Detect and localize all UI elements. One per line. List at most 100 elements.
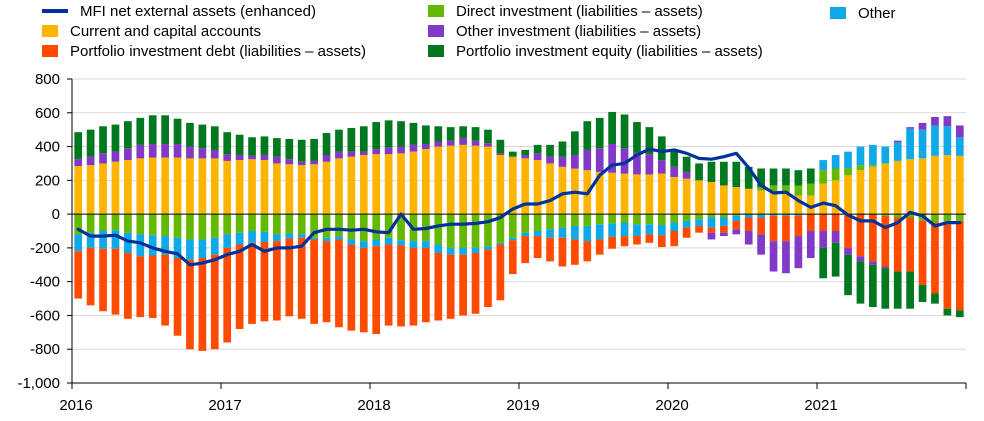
bar-segment: [434, 214, 443, 245]
bar-segment: [148, 214, 157, 236]
bar-segment: [297, 214, 306, 235]
bar-segment: [695, 163, 703, 181]
bar-segment: [732, 215, 741, 221]
bar-segment: [484, 129, 492, 144]
bar-segment: [782, 185, 790, 194]
legend-item-portfolio-investment-equity: Portfolio investment equity (liabilities…: [428, 42, 763, 60]
bar-segment: [285, 233, 294, 239]
bar-segment: [273, 214, 281, 235]
bar-segment: [645, 234, 654, 243]
legend-label: MFI net external assets (enhanced): [80, 2, 316, 20]
bar-segment: [533, 153, 542, 161]
bar-segment: [819, 183, 828, 215]
legend-color-swatch: [428, 45, 444, 57]
bar-segment: [459, 138, 467, 145]
x-tick-label: 2019: [506, 397, 539, 414]
bar-segment: [285, 214, 294, 234]
bar-segment: [819, 160, 828, 171]
bar-segment: [86, 232, 95, 248]
bar-segment: [831, 242, 840, 277]
bar-segment: [782, 168, 790, 186]
bar-segment: [583, 225, 592, 242]
bar-segment: [322, 133, 331, 155]
bar-segment: [844, 168, 852, 176]
bar-segment: [633, 174, 641, 215]
bar-segment: [707, 161, 716, 183]
bar-segment: [546, 163, 554, 215]
bar-segment: [471, 127, 480, 141]
bar-segment: [223, 160, 232, 215]
bar-segment: [186, 239, 194, 260]
bar-segment: [310, 138, 318, 161]
bar-segment: [210, 158, 219, 215]
bar-segment: [347, 156, 356, 215]
legend-item-portfolio-investment-debt: Portfolio investment debt (liabilities –…: [42, 42, 366, 60]
y-tick-label: -1,000: [17, 375, 60, 392]
bar-segment: [533, 214, 542, 231]
bar-segment: [285, 138, 294, 160]
bar-segment: [161, 214, 169, 237]
legend-item-current-and-capital-accounts: Current and capital accounts: [42, 22, 261, 40]
bar-segment: [446, 247, 455, 255]
bar-segment: [459, 126, 467, 139]
bar-segment: [111, 161, 120, 215]
bar-segment: [86, 165, 95, 215]
bar-segment: [161, 254, 169, 326]
bar-segment: [409, 241, 418, 248]
legend-label: Direct investment (liabilities – assets): [456, 2, 703, 20]
bar-segment: [484, 214, 492, 247]
bar-segment: [571, 131, 579, 155]
bar-segment: [931, 125, 939, 156]
bar-segment: [235, 244, 244, 329]
bar-segment: [111, 124, 120, 152]
bar-segment: [844, 151, 852, 169]
bar-segment: [297, 139, 306, 162]
bar-segment: [707, 217, 716, 228]
bar-segment: [471, 145, 480, 215]
bar-segment: [695, 225, 703, 233]
bar-segment: [521, 236, 530, 264]
bar-segment: [335, 236, 343, 240]
bar-segment: [422, 125, 430, 145]
bar-segment: [869, 214, 877, 262]
bar-segment: [670, 214, 679, 223]
x-tick-label: 2016: [59, 397, 92, 414]
legend-item-direct-investment: Direct investment (liabilities – assets): [428, 2, 703, 20]
bar-segment: [248, 242, 256, 324]
bar-segment: [322, 214, 331, 238]
bar-segment: [310, 160, 318, 165]
bar-segment: [558, 237, 567, 267]
bar-segment: [446, 254, 455, 319]
y-tick-labels: 800 600 400 200 0 -200 -400 -600 -800 -1,000: [17, 71, 60, 392]
bar-segment: [906, 217, 914, 272]
bar-segment: [248, 231, 256, 243]
bar-segment: [508, 237, 517, 241]
bar-segment: [273, 138, 281, 157]
bar-segment: [943, 155, 952, 215]
bar-segment: [446, 127, 455, 141]
legend-item-other-investment: Other investment (liabilities – assets): [428, 22, 701, 40]
bar-segment: [235, 134, 244, 155]
bar-segment: [397, 153, 405, 215]
bar-segment: [422, 241, 430, 248]
bar-segment: [99, 153, 107, 164]
bar-segment: [521, 149, 530, 155]
bar-segment: [844, 214, 852, 248]
x-tick-label: 2017: [208, 397, 241, 414]
bar-segment: [186, 146, 194, 159]
bar-segment: [595, 171, 604, 215]
bar-segment: [806, 195, 815, 215]
bar-segment: [720, 214, 728, 218]
bar-segment: [645, 127, 654, 155]
bar-segment: [260, 136, 269, 155]
x-tick-label: 2018: [357, 397, 390, 414]
bar-segment: [397, 245, 405, 327]
bar-segment: [608, 172, 616, 215]
bar-segment: [695, 219, 703, 226]
bar-segment: [223, 214, 232, 235]
bar-segment: [248, 214, 256, 231]
legend-color-swatch: [830, 7, 846, 19]
bar-segment: [806, 214, 815, 231]
bar-segment: [384, 120, 393, 148]
bar-segment: [434, 141, 443, 147]
